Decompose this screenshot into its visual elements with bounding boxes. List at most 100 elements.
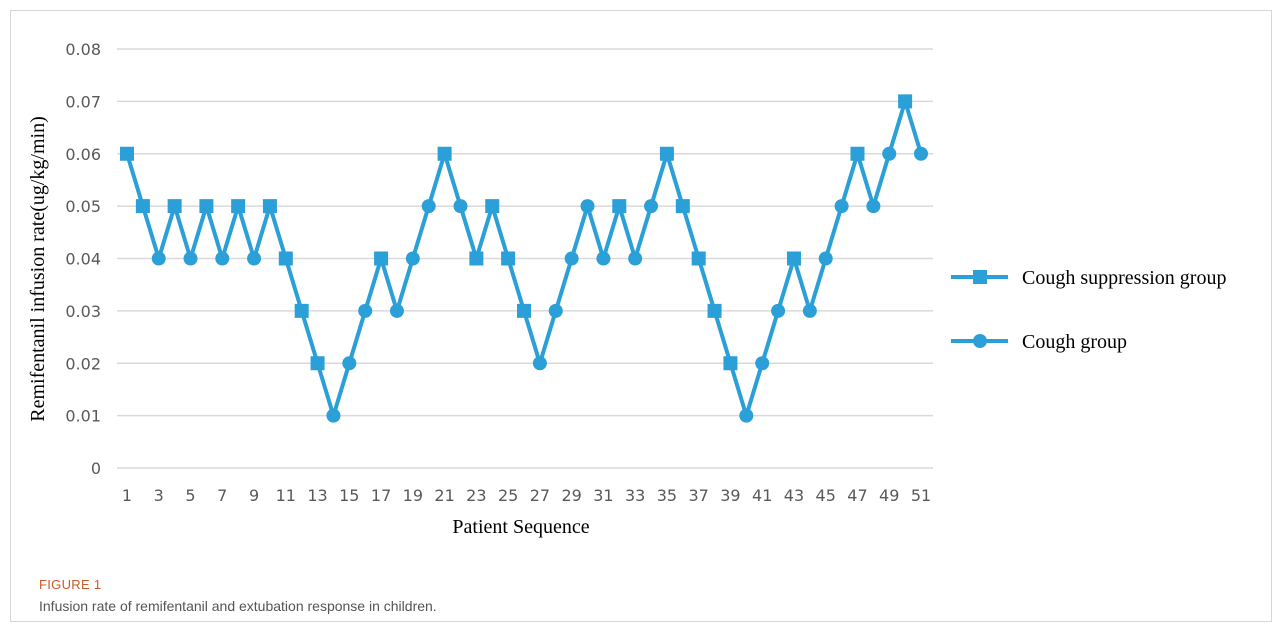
x-tick-label: 11 <box>276 486 296 505</box>
circle-marker <box>596 251 611 266</box>
circle-marker <box>882 146 897 161</box>
square-marker <box>199 199 214 214</box>
legend-square-marker <box>973 270 987 284</box>
circle-marker <box>802 303 817 318</box>
circle-marker <box>421 199 436 214</box>
x-tick-label: 37 <box>689 486 709 505</box>
circle-marker <box>151 251 166 266</box>
square-marker <box>437 146 452 161</box>
x-tick-label: 45 <box>816 486 836 505</box>
circle-marker <box>564 251 579 266</box>
square-marker <box>278 251 293 266</box>
square-marker <box>691 251 706 266</box>
square-marker <box>898 94 913 109</box>
circle-marker <box>215 251 230 266</box>
y-tick-label: 0.02 <box>65 354 101 373</box>
circle-marker <box>755 356 770 371</box>
circle-marker <box>453 199 468 214</box>
x-tick-label: 31 <box>593 486 613 505</box>
x-tick-label: 13 <box>307 486 327 505</box>
circle-marker <box>771 303 786 318</box>
x-tick-labels: 1 3 5 7 9 11 13 15 17 19 21 23 25 27 29 31 33 35 37 39 41 43 4… <box>122 486 931 505</box>
circle-marker <box>580 199 595 214</box>
grid-lines <box>117 48 933 469</box>
circle-marker <box>866 199 881 214</box>
square-marker <box>167 199 182 214</box>
x-tick-label: 7 <box>217 486 227 505</box>
x-tick-label: 39 <box>720 486 740 505</box>
square-marker <box>675 199 690 214</box>
x-tick-label: 19 <box>403 486 423 505</box>
y-axis-title: Remifentanil infusion rate(ug/kg/min) <box>27 116 49 422</box>
square-marker <box>659 146 674 161</box>
legend-label-cough-suppression: Cough suppression group <box>1022 267 1226 289</box>
legend-label-cough: Cough group <box>1022 331 1127 353</box>
square-marker <box>469 251 484 266</box>
circle-marker <box>548 303 563 318</box>
x-axis-title: Patient Sequence <box>452 516 589 538</box>
x-tick-label: 41 <box>752 486 772 505</box>
y-tick-labels: 0 0.01 0.02 0.03 0.04 0.05 0.06 0.07 0.08 <box>65 40 101 478</box>
circle-marker <box>326 408 341 423</box>
circle-marker <box>183 251 198 266</box>
figure-label: FIGURE 1 <box>39 577 102 592</box>
square-marker <box>120 146 134 161</box>
x-tick-label: 51 <box>911 486 931 505</box>
circle-marker <box>818 251 833 266</box>
x-tick-label: 27 <box>530 486 550 505</box>
square-marker <box>485 199 500 214</box>
y-tick-label: 0.03 <box>65 302 101 321</box>
y-tick-label: 0.08 <box>65 40 101 59</box>
square-marker <box>310 356 325 371</box>
x-tick-label: 33 <box>625 486 645 505</box>
y-tick-label: 0.01 <box>65 407 101 426</box>
x-tick-label: 23 <box>466 486 486 505</box>
x-tick-label: 49 <box>879 486 899 505</box>
x-tick-label: 1 <box>122 486 132 505</box>
circle-marker <box>247 251 262 266</box>
square-marker <box>612 199 627 214</box>
x-tick-label: 21 <box>434 486 454 505</box>
y-tick-label: 0.04 <box>65 250 101 269</box>
circle-marker <box>628 251 643 266</box>
square-marker <box>850 146 865 161</box>
data-markers <box>120 94 928 423</box>
legend[interactable]: Cough suppression group Cough group <box>951 267 1226 353</box>
square-marker <box>786 251 801 266</box>
legend-circle-marker <box>973 334 987 348</box>
circle-marker <box>532 356 547 371</box>
legend-item-cough[interactable]: Cough group <box>951 331 1127 353</box>
square-marker <box>707 303 722 318</box>
x-tick-label: 47 <box>847 486 867 505</box>
y-tick-label: 0.07 <box>65 92 101 111</box>
y-tick-label: 0.05 <box>65 197 101 216</box>
circle-marker <box>405 251 420 266</box>
x-tick-label: 43 <box>784 486 804 505</box>
square-marker <box>517 303 531 318</box>
circle-marker <box>342 356 357 371</box>
square-marker <box>501 251 516 266</box>
x-tick-label: 29 <box>561 486 581 505</box>
circle-marker <box>914 146 928 161</box>
y-tick-label: 0 <box>91 459 101 478</box>
x-tick-label: 3 <box>154 486 164 505</box>
square-marker <box>231 199 246 214</box>
square-marker <box>374 251 389 266</box>
circle-marker <box>834 199 849 214</box>
legend-item-cough-suppression[interactable]: Cough suppression group <box>951 267 1226 289</box>
x-tick-label: 25 <box>498 486 518 505</box>
y-tick-label: 0.06 <box>65 145 101 164</box>
circle-marker <box>644 199 659 214</box>
x-tick-label: 15 <box>339 486 359 505</box>
square-marker <box>262 199 277 214</box>
circle-marker <box>739 408 754 423</box>
x-tick-label: 9 <box>249 486 259 505</box>
circle-marker <box>389 303 404 318</box>
square-marker <box>723 356 738 371</box>
circle-marker <box>358 303 373 318</box>
figure-caption: Infusion rate of remifentanil and extuba… <box>39 598 437 614</box>
square-marker <box>135 199 150 214</box>
x-tick-label: 17 <box>371 486 391 505</box>
